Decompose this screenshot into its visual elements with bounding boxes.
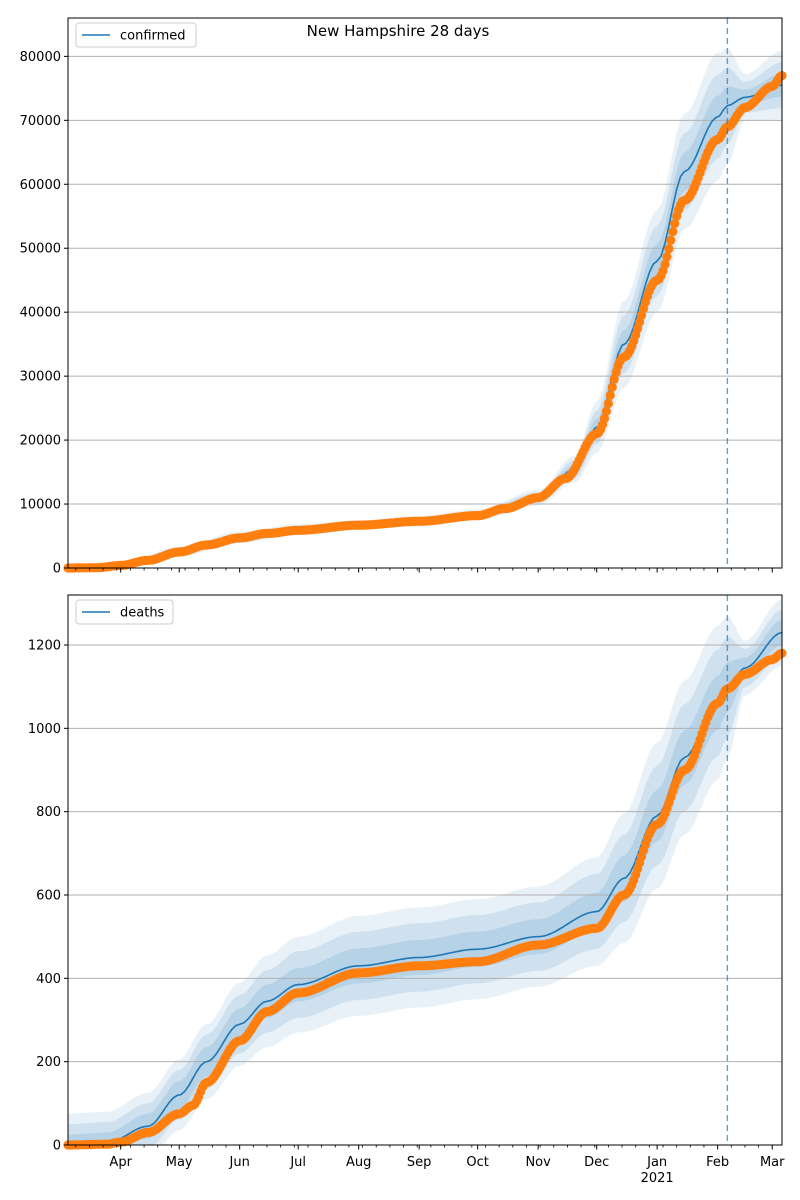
observed-point [601, 406, 612, 416]
deaths-observed-points [63, 648, 787, 1150]
y-tick-label: 0 [53, 1139, 61, 1154]
confirmed-observed-points [63, 71, 787, 573]
y-tick-label: 80000 [20, 50, 61, 65]
x-tick-label: Aug [346, 1155, 371, 1170]
y-tick-label: 20000 [20, 434, 61, 449]
observed-point [670, 219, 680, 229]
uncertainty-band [68, 599, 782, 1145]
observed-point [664, 244, 674, 254]
deaths-panel: 0 200 400 600 800 1000 1200 Apr May Jun Jul Aug Sep… [28, 594, 787, 1186]
confirmed-uncertainty-bands [68, 48, 782, 569]
y-tick-label: 600 [36, 889, 61, 904]
deaths-uncertainty-bands [68, 599, 782, 1145]
y-tick-label: 30000 [20, 370, 61, 385]
y-tick-label: 800 [36, 805, 61, 820]
x-tick-label: Apr [109, 1155, 132, 1170]
x-tick-label: Jul [289, 1155, 306, 1170]
x-tick-label: Nov [525, 1155, 551, 1170]
x-tick-label: Dec [584, 1155, 609, 1170]
observed-point [605, 390, 615, 400]
legend-label: deaths [120, 606, 165, 621]
x-tick-label: Jan [646, 1155, 667, 1170]
observed-point [668, 227, 678, 237]
y-tick-label: 400 [36, 972, 61, 987]
confirmed-axes-frame [67, 17, 783, 569]
y-tick-label: 1200 [28, 639, 61, 654]
observed-point [603, 398, 614, 409]
uncertainty-band [68, 62, 782, 568]
confirmed-gridlines [68, 55, 782, 505]
observed-point [662, 252, 672, 262]
deaths-y-axis: 0 200 400 600 800 1000 1200 [28, 639, 68, 1154]
x-tick-sublabel: 2021 [641, 1171, 674, 1186]
observed-point [609, 374, 619, 384]
confirmed-panel: 0 10000 20000 30000 40000 50000 60000 70000 8000… [20, 17, 787, 577]
x-tick-label: Sep [407, 1155, 432, 1170]
legend-box [75, 22, 197, 48]
confirmed-x-axis-ticks [75, 568, 773, 573]
x-tick-label: May [166, 1155, 193, 1170]
observed-point [599, 413, 610, 424]
deaths-legend: deaths [75, 599, 174, 625]
uncertainty-band [68, 609, 782, 1145]
deaths-gridlines [68, 644, 782, 1063]
uncertainty-band [68, 620, 782, 1145]
y-tick-label: 40000 [20, 306, 61, 321]
y-tick-label: 1000 [28, 722, 61, 737]
x-tick-label: Mar [760, 1155, 785, 1170]
legend-box [75, 599, 174, 625]
y-tick-label: 60000 [20, 178, 61, 193]
axes-frame [67, 17, 783, 569]
x-tick-label: Feb [706, 1155, 729, 1170]
confirmed-y-axis: 0 10000 20000 30000 40000 50000 60000 70000 8000… [20, 50, 68, 577]
deaths-axes-frame [67, 594, 783, 1146]
legend-label: confirmed [120, 29, 186, 44]
y-tick-label: 10000 [20, 498, 61, 513]
figure-title: New Hampshire 28 days [307, 22, 490, 40]
y-tick-label: 70000 [20, 114, 61, 129]
x-tick-label: Jun [229, 1155, 250, 1170]
y-tick-label: 0 [53, 562, 61, 577]
axes-frame [67, 594, 783, 1146]
observed-point [666, 235, 676, 245]
y-tick-label: 200 [36, 1055, 61, 1070]
x-tick-label: Oct [466, 1155, 488, 1170]
y-tick-label: 50000 [20, 242, 61, 257]
confirmed-legend: confirmed [75, 22, 197, 48]
observed-point [660, 259, 670, 269]
deaths-x-axis-ticks [75, 1145, 773, 1150]
uncertainty-band [68, 48, 782, 569]
observed-point [607, 382, 617, 392]
